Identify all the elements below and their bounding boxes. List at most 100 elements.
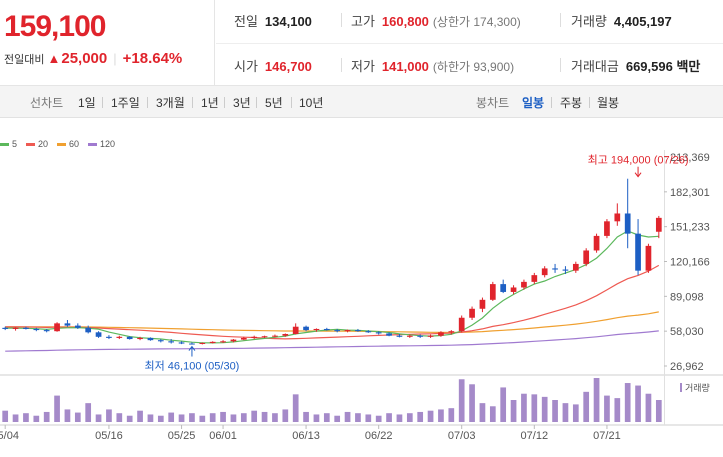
tab-3y[interactable]: 3년 [233, 96, 251, 110]
volume-bar [572, 404, 579, 422]
candle-body [12, 327, 19, 329]
volume-bar [116, 413, 123, 422]
divider [224, 97, 225, 108]
y-tick-label: 58,030 [670, 326, 704, 338]
current-price: 159,100 [4, 10, 106, 43]
volume-bar [448, 408, 455, 422]
tab-daily[interactable]: 일봉 [522, 96, 545, 110]
candle-body [344, 330, 351, 332]
x-tick-label: 05/25 [168, 430, 196, 442]
tab-10y[interactable]: 10년 [299, 96, 324, 110]
candle-body [54, 323, 60, 332]
volume-bar [303, 411, 309, 422]
candle-body [261, 336, 268, 338]
divider [192, 97, 193, 108]
up-arrow-icon: ▲ [47, 51, 61, 66]
volume-legend-swatch [680, 383, 682, 392]
candle-body [510, 287, 517, 292]
volume-bar [168, 412, 175, 422]
candle-body [240, 337, 247, 340]
volume-bar [541, 396, 548, 422]
chart-legend: 5 20 60 120 [0, 139, 124, 149]
candle-body [521, 281, 527, 288]
candle-body [583, 250, 590, 264]
quote-header: 159,100 전일대비 ▲ 25,000 | +18.64% 전일 134,10… [0, 0, 723, 86]
volume-bar [406, 413, 413, 422]
ma60-line [5, 311, 659, 334]
y-tick-label: 213,369 [670, 152, 710, 164]
low-arrowhead-icon [188, 345, 196, 351]
candle-body [655, 217, 662, 232]
volume-bar [469, 384, 475, 422]
volume-bar [95, 414, 102, 422]
x-tick-label: 06/22 [365, 430, 393, 442]
divider: | [113, 51, 117, 66]
y-tick-label: 120,166 [670, 256, 710, 268]
candle-body [572, 263, 579, 271]
legend-item-ma120: 120 [88, 139, 115, 149]
tab-1w[interactable]: 1주일 [111, 96, 140, 110]
tab-monthly[interactable]: 월봉 [597, 96, 620, 110]
candle-body [624, 213, 631, 234]
candle-body [479, 299, 486, 309]
candle-body [95, 332, 102, 337]
stat-amount: 거래대금 669,596 백만 [571, 59, 701, 74]
volume-bar [531, 394, 538, 422]
candle-body [417, 335, 424, 337]
volume-bar [209, 413, 216, 422]
stat-high: 고가 160,800 (상한가 174,300) [351, 14, 521, 29]
candle-body [635, 233, 641, 271]
candle-body [541, 268, 548, 276]
volume-bar [240, 413, 247, 422]
divider [589, 97, 590, 108]
volume-bar [292, 394, 299, 422]
volume-bar [521, 393, 527, 422]
change-percent: +18.64% [122, 50, 183, 67]
change-row: 전일대비 ▲ 25,000 | +18.64% [4, 50, 182, 67]
tab-1y[interactable]: 1년 [201, 96, 219, 110]
volume-bar [489, 406, 496, 422]
volume-bar [189, 413, 195, 422]
volume-bar [313, 414, 320, 422]
volume-bar [438, 409, 444, 422]
volume-bar [427, 410, 434, 422]
chart-tab-bar: 선차트 1일 1주일 3개월 1년 3년 5년 10년 봉차트 일봉 주봉 월봉 [0, 86, 723, 118]
candle-body [292, 326, 299, 335]
volume-bar [106, 409, 112, 422]
volume-bar [199, 415, 206, 422]
candle-body [562, 269, 569, 271]
ma120-line [5, 330, 659, 352]
tab-candle-label: 봉차트 [476, 96, 510, 110]
price-box: 159,100 전일대비 ▲ 25,000 | +18.64% [0, 0, 215, 86]
y-tick-label: 26,962 [670, 361, 704, 373]
change-label: 전일대비 [4, 53, 45, 66]
tab-weekly[interactable]: 주봉 [560, 96, 583, 110]
x-tick-label: 06/13 [292, 430, 320, 442]
volume-bar [614, 398, 621, 422]
volume-bar [282, 409, 289, 422]
tab-5y[interactable]: 5년 [265, 96, 283, 110]
candle-body [375, 332, 382, 334]
legend-item-ma5: 5 [0, 139, 17, 149]
tab-3m[interactable]: 3개월 [156, 96, 185, 110]
candle-body [272, 335, 278, 337]
candle-body [178, 342, 185, 344]
candle-body [106, 336, 112, 338]
divider [341, 13, 342, 27]
candle-body [137, 337, 143, 340]
tab-1d[interactable]: 1일 [78, 96, 96, 110]
candle-body [334, 330, 341, 332]
volume-bar [220, 411, 226, 422]
candle-body [614, 213, 621, 222]
candle-body [448, 331, 455, 333]
candle-body [458, 317, 465, 332]
ma20-line [5, 264, 660, 340]
x-tick-label: 07/12 [521, 430, 549, 442]
candle-body [593, 235, 600, 251]
volume-bar [458, 379, 465, 422]
candle-body [282, 334, 289, 336]
divider [560, 58, 561, 72]
volume-bar [635, 385, 641, 422]
candle-body [396, 335, 403, 337]
high-annotation: 최고 194,000 (07/26) [588, 154, 689, 167]
